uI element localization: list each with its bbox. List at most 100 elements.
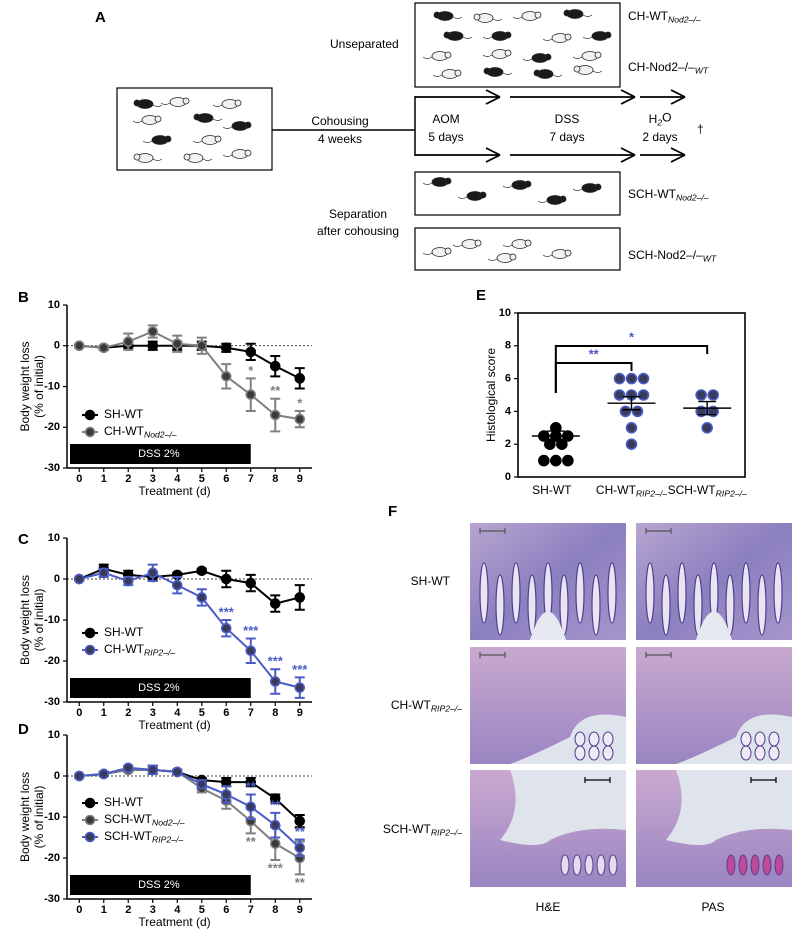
mouse-head bbox=[504, 31, 512, 39]
x-tick-label: 0 bbox=[76, 904, 82, 916]
crypt bbox=[677, 562, 687, 624]
crypt bbox=[591, 574, 601, 636]
significance-label: * bbox=[248, 363, 254, 378]
data-point bbox=[220, 789, 232, 800]
mouse-icon bbox=[542, 33, 572, 43]
mouse-head bbox=[604, 31, 612, 39]
crypt bbox=[607, 562, 617, 624]
mouse-icon bbox=[533, 69, 563, 79]
text-part: Nod2–/– bbox=[152, 818, 185, 828]
mouse-head bbox=[154, 115, 162, 123]
data-point bbox=[707, 389, 719, 401]
y-tick-label: 4 bbox=[505, 405, 512, 417]
data-point bbox=[294, 842, 306, 854]
histology-image bbox=[636, 523, 792, 640]
crypt bbox=[661, 574, 671, 636]
mouse-head bbox=[564, 249, 572, 257]
mouse-icon bbox=[582, 31, 612, 41]
x-tick-label: 8 bbox=[272, 904, 278, 916]
x-tick-label: 0 bbox=[76, 473, 82, 485]
panel-label: F bbox=[388, 503, 397, 520]
mouse-tail bbox=[502, 72, 513, 75]
x-tick-label: 5 bbox=[199, 904, 205, 916]
mouse-tail bbox=[222, 154, 233, 157]
crypt bbox=[527, 574, 537, 636]
data-point bbox=[147, 340, 159, 352]
text-part: RIP2–/– bbox=[152, 835, 183, 845]
crypt bbox=[738, 854, 748, 876]
data-point bbox=[613, 372, 626, 385]
data-point bbox=[98, 342, 110, 354]
step-label: H2O bbox=[649, 111, 672, 128]
data-point bbox=[544, 438, 556, 451]
text-part: O bbox=[662, 111, 671, 125]
text-part: RIP2–/– bbox=[431, 828, 462, 838]
y-tick-label: -20 bbox=[44, 655, 60, 667]
crypt bbox=[726, 854, 736, 876]
text-part: CH-Nod2–/– bbox=[628, 60, 695, 74]
text-part: CH-WT bbox=[628, 9, 669, 23]
mouse-tail bbox=[522, 58, 533, 61]
y-tick-label: 10 bbox=[48, 729, 60, 741]
crypt bbox=[575, 562, 585, 624]
mouse-tail bbox=[542, 254, 553, 257]
x-tick-label: 9 bbox=[297, 473, 303, 485]
cage-label: CH-WTNod2–/– bbox=[628, 9, 701, 25]
legend-label: SH-WT bbox=[104, 407, 144, 421]
crypt bbox=[725, 574, 735, 636]
mouse-head bbox=[214, 135, 222, 143]
mouse-icon bbox=[573, 65, 603, 75]
significance-label: ** bbox=[589, 346, 600, 361]
data-point bbox=[73, 340, 85, 352]
data-point bbox=[220, 342, 232, 354]
mouse-icon bbox=[482, 49, 512, 59]
sem-bar bbox=[546, 430, 565, 442]
panel-label: C bbox=[18, 531, 29, 548]
mouse-icon bbox=[432, 69, 462, 79]
mouse-icon bbox=[473, 13, 503, 23]
crypt bbox=[596, 854, 606, 876]
mouse-tail bbox=[487, 258, 498, 261]
mouse-icon bbox=[132, 115, 162, 125]
legend-label: CH-WTNod2–/– bbox=[104, 424, 177, 440]
mouse-tail bbox=[432, 74, 443, 77]
mouse-head bbox=[479, 191, 487, 199]
histology-image bbox=[636, 647, 792, 764]
legend-marker bbox=[84, 797, 96, 809]
crypt bbox=[774, 854, 784, 876]
mouse-tail bbox=[222, 126, 233, 129]
mouse-head bbox=[533, 69, 541, 77]
data-point bbox=[122, 336, 134, 347]
x-tick-label: 8 bbox=[272, 473, 278, 485]
scale-bar bbox=[479, 528, 506, 534]
crypt bbox=[757, 574, 767, 636]
text-part: SH-WT bbox=[104, 625, 144, 639]
step-label: 5 days bbox=[428, 130, 463, 144]
mouse-tail bbox=[592, 70, 603, 73]
data-point bbox=[538, 454, 550, 467]
mouse-tail bbox=[452, 16, 463, 19]
mouse-tail bbox=[542, 38, 553, 41]
series-line bbox=[79, 571, 300, 689]
panel-label: B bbox=[18, 289, 29, 306]
significance-label: ** bbox=[246, 779, 257, 794]
mouse-tail bbox=[422, 56, 433, 59]
mouse-tail bbox=[160, 102, 171, 105]
x-tick-label: 2 bbox=[125, 473, 131, 485]
mouse-head bbox=[544, 53, 552, 61]
lumen bbox=[696, 611, 732, 640]
mouse-icon bbox=[443, 31, 473, 41]
mouse-head bbox=[164, 135, 172, 143]
mouse-tail bbox=[212, 118, 223, 121]
column-label: PAS bbox=[701, 900, 724, 914]
significance-label: ** bbox=[295, 875, 306, 890]
crypt bbox=[479, 562, 489, 624]
arrow-head bbox=[620, 89, 636, 105]
mouse-head bbox=[524, 180, 532, 188]
cage-label: SCH-Nod2–/–WT bbox=[628, 248, 717, 264]
data-point bbox=[562, 454, 574, 467]
text-part: SCH-Nod2–/– bbox=[628, 248, 703, 262]
tissue bbox=[636, 647, 792, 764]
mouse-head bbox=[483, 67, 491, 75]
